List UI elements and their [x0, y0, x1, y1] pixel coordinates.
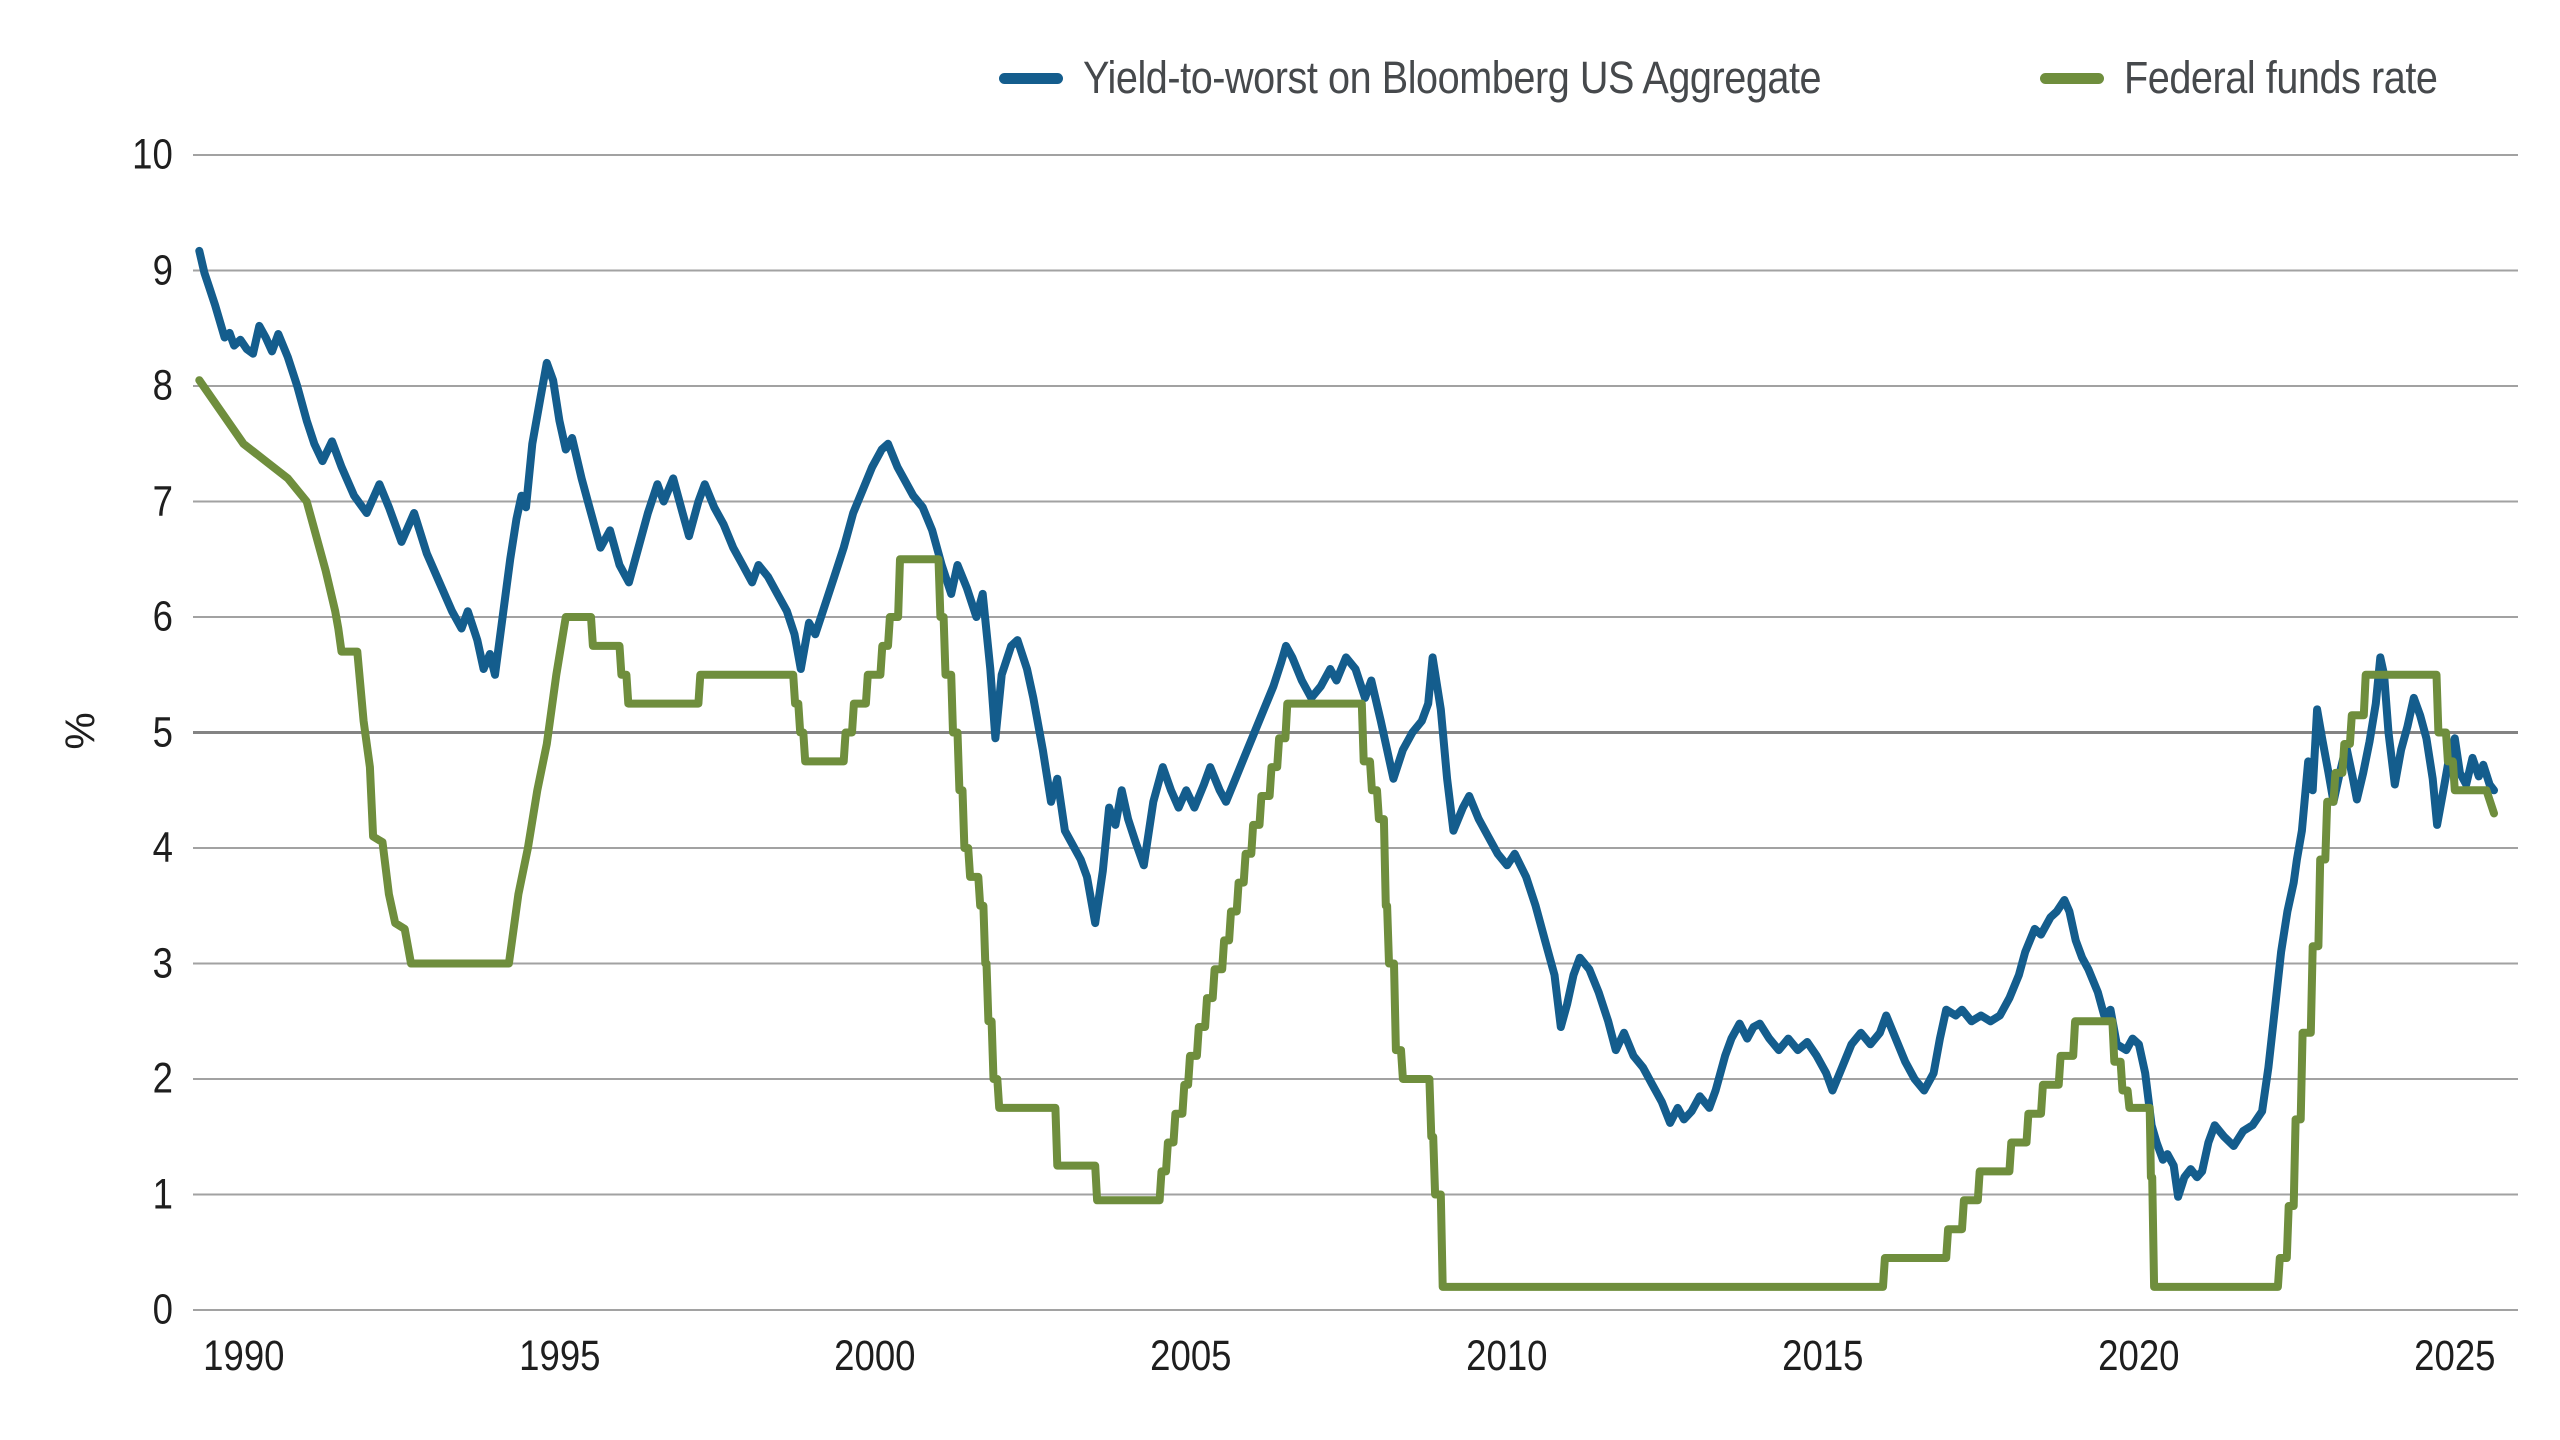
chart-legend: Yield-to-worst on Bloomberg US Aggregate… — [999, 52, 2480, 104]
y-tick-label-7: 7 — [152, 477, 173, 525]
series-line-fed-funds — [195, 376, 2498, 1291]
y-tick-label-8: 8 — [152, 361, 173, 410]
series-line-yield-to-worst — [195, 246, 2498, 1201]
legend-label-yield-to-worst: Yield-to-worst on Bloomberg US Aggregate — [1083, 52, 1822, 103]
x-tick-label-2015: 2015 — [1782, 1332, 1864, 1380]
legend-item-yield-to-worst: Yield-to-worst on Bloomberg US Aggregate — [999, 52, 1922, 104]
x-tick-label-2020: 2020 — [2098, 1332, 2180, 1380]
y-tick-label-4: 4 — [152, 823, 173, 872]
x-tick-label-2005: 2005 — [1150, 1332, 1232, 1380]
y-tick-label-6: 6 — [152, 592, 173, 641]
fed-funds-line-swatch — [2039, 72, 2104, 84]
y-tick-label-1: 1 — [152, 1170, 173, 1218]
y-tick-label-2: 2 — [152, 1054, 173, 1103]
x-tick-label-2000: 2000 — [834, 1332, 916, 1380]
y-tick-label-5: 5 — [152, 708, 173, 756]
x-tick-label-1990: 1990 — [202, 1332, 285, 1380]
legend-item-fed-funds: Federal funds rate — [2039, 52, 2480, 104]
yield-to-worst-line-swatch — [999, 72, 1063, 84]
x-tick-label-2010: 2010 — [1466, 1332, 1548, 1380]
legend-label-fed-funds: Federal funds rate — [2123, 52, 2438, 103]
y-tick-label-10: 10 — [132, 130, 173, 179]
y-tick-label-9: 9 — [152, 246, 173, 294]
x-tick-label-2025: 2025 — [2414, 1332, 2496, 1380]
y-tick-label-0: 0 — [152, 1285, 173, 1334]
x-tick-label-1995: 1995 — [518, 1332, 601, 1380]
y-tick-label-3: 3 — [152, 939, 173, 987]
